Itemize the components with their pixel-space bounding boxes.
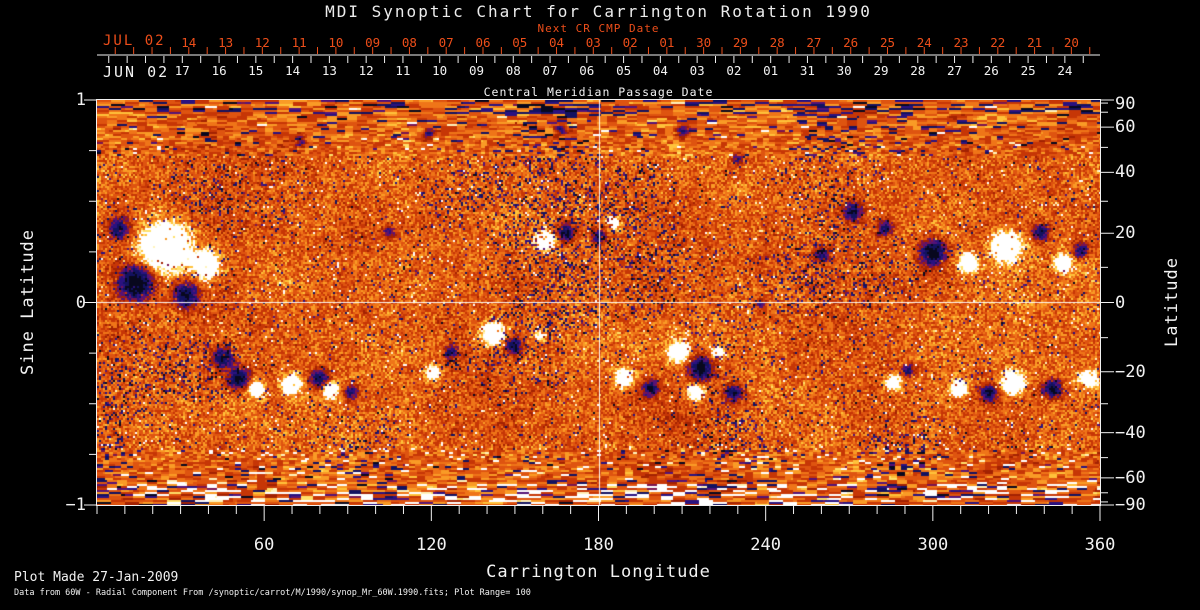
sine-latitude-tick-label: 0 [75, 292, 86, 313]
cmp-day-label: 28 [910, 63, 926, 78]
sine-latitude-tick-label: −1 [65, 495, 86, 515]
cmp-axis-title: Central Meridian Passage Date [483, 85, 714, 99]
cmp-day-label: 06 [579, 63, 595, 78]
latitude-tick-label: 20 [1115, 223, 1136, 244]
latitude-tick-label: −20 [1115, 361, 1146, 382]
next-cr-day-label: 12 [254, 35, 270, 50]
cmp-day-label: 29 [873, 63, 889, 78]
next-cr-day-label: 20 [1063, 35, 1079, 50]
sine-latitude-tick-label: 1 [75, 90, 86, 110]
next-cr-day-label: 13 [218, 35, 234, 50]
next-cr-day-label: 01 [659, 35, 675, 50]
latitude-tick-label: 0 [1115, 292, 1126, 313]
right-axis-title: Latitude [1162, 257, 1182, 347]
latitude-tick-label: 40 [1115, 162, 1136, 183]
cmp-day-label: 30 [836, 63, 852, 78]
latitude-tick-label: −90 [1115, 495, 1146, 515]
latitude-tick-label: −40 [1115, 422, 1146, 443]
cmp-day-label: 13 [321, 63, 337, 78]
longitude-tick-label: 120 [415, 535, 447, 555]
next-cr-day-label: 26 [843, 35, 859, 50]
cmp-day-label: 10 [432, 63, 448, 78]
bottom-axis-title: Carrington Longitude [486, 562, 711, 582]
cmp-day-label: 26 [983, 63, 999, 78]
next-cr-day-label: 24 [916, 35, 932, 50]
next-cr-month-label: JUL 02 [103, 33, 166, 49]
left-axis-title: Sine Latitude [18, 228, 38, 376]
cmp-day-label: 09 [468, 63, 485, 78]
next-cr-day-label: 10 [328, 35, 344, 50]
cmp-day-label: 15 [248, 63, 264, 78]
next-cr-day-label: 11 [291, 35, 307, 50]
next-cr-day-label: 08 [401, 35, 417, 50]
cmp-day-label: 04 [652, 63, 668, 78]
cmp-day-label: 31 [799, 63, 815, 78]
page-title: MDI Synoptic Chart for Carrington Rotati… [325, 2, 872, 21]
longitude-tick-label: 360 [1084, 535, 1116, 555]
latitude-tick-label: 60 [1115, 117, 1136, 138]
next-cr-day-label: 14 [181, 35, 197, 50]
magnetogram-image [97, 100, 1100, 505]
cmp-day-label: 11 [395, 63, 411, 78]
data-source-note: Data from 60W - Radial Component From /s… [14, 588, 531, 598]
next-cr-day-label: 30 [696, 35, 712, 50]
next-cr-day-label: 28 [769, 35, 785, 50]
cmp-day-label: 02 [726, 63, 742, 78]
latitude-tick-label: −60 [1115, 467, 1146, 488]
cmp-day-label: 08 [505, 63, 521, 78]
next-cr-day-label: 05 [512, 35, 528, 50]
cmp-day-label: 12 [358, 63, 374, 78]
next-cr-cmp-date-label: Next CR CMP Date [537, 22, 660, 35]
next-cr-day-label: 06 [475, 35, 491, 50]
next-cr-day-label: 22 [990, 35, 1006, 50]
cmp-day-label: 07 [542, 63, 558, 78]
cmp-day-label: 14 [285, 63, 301, 78]
next-cr-day-label: 07 [438, 35, 454, 50]
cmp-day-label: 25 [1020, 63, 1036, 78]
longitude-tick-label: 180 [583, 535, 614, 555]
next-cr-day-label: 21 [1027, 35, 1043, 50]
cmp-day-label: 01 [763, 63, 779, 78]
next-cr-day-label: 09 [365, 35, 381, 50]
next-cr-day-label: 04 [548, 35, 565, 50]
cmp-day-label: 27 [946, 63, 963, 78]
longitude-tick-label: 60 [253, 535, 275, 555]
next-cr-day-label: 25 [879, 35, 896, 50]
cmp-day-label: 16 [211, 63, 227, 78]
next-cr-day-label: 23 [953, 35, 969, 50]
next-cr-day-label: 29 [732, 35, 748, 50]
cmp-day-label: 03 [689, 63, 705, 78]
longitude-tick-label: 300 [917, 535, 949, 555]
next-cr-day-label: 02 [622, 35, 638, 50]
cmp-day-label: 05 [616, 63, 632, 78]
cmp-day-label: 24 [1057, 63, 1073, 78]
plot-made-date: Plot Made 27-Jan-2009 [14, 570, 179, 585]
cmp-month-label: JUN 02 [103, 63, 170, 81]
next-cr-day-label: 03 [585, 35, 601, 50]
longitude-tick-label: 240 [750, 535, 782, 555]
next-cr-day-label: 27 [806, 35, 822, 50]
cmp-day-label: 17 [174, 63, 190, 78]
latitude-tick-label: 90 [1115, 94, 1136, 114]
